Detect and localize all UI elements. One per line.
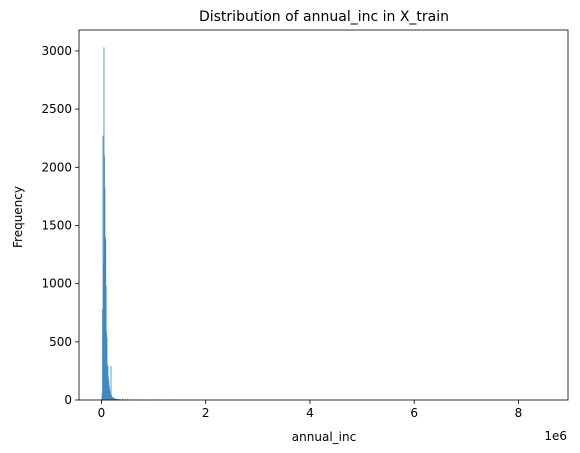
plot-frame — [78, 29, 569, 401]
x-tick-label-2: 4 — [306, 406, 314, 420]
y-tick-label-1: 500 — [49, 335, 72, 349]
y-tick-label-3: 1500 — [41, 218, 72, 232]
y-tick-label-6: 3000 — [41, 44, 72, 58]
y-axis-ticks: 0 500 1000 1500 2000 2500 3000 — [41, 44, 79, 407]
x-tick-label-1: 2 — [202, 406, 210, 420]
y-axis-label: Frequency — [11, 186, 25, 248]
histogram-bar-extra-0 — [110, 366, 112, 401]
chart-title: Distribution of annual_inc in X_train — [199, 9, 449, 25]
x-axis-label: annual_inc — [292, 430, 356, 444]
y-tick-label-5: 2500 — [41, 102, 72, 116]
y-tick-label-0: 0 — [64, 393, 72, 407]
x-tick-label-4: 8 — [515, 406, 523, 420]
x-axis-ticks: 0 2 4 6 8 — [98, 400, 523, 420]
y-tick-label-2: 1000 — [41, 277, 72, 291]
histogram-bars — [101, 47, 182, 401]
x-tick-label-0: 0 — [98, 406, 106, 420]
y-tick-label-4: 2000 — [41, 160, 72, 174]
x-tick-label-3: 6 — [410, 406, 418, 420]
x-axis-offset-label: 1e6 — [544, 429, 567, 443]
